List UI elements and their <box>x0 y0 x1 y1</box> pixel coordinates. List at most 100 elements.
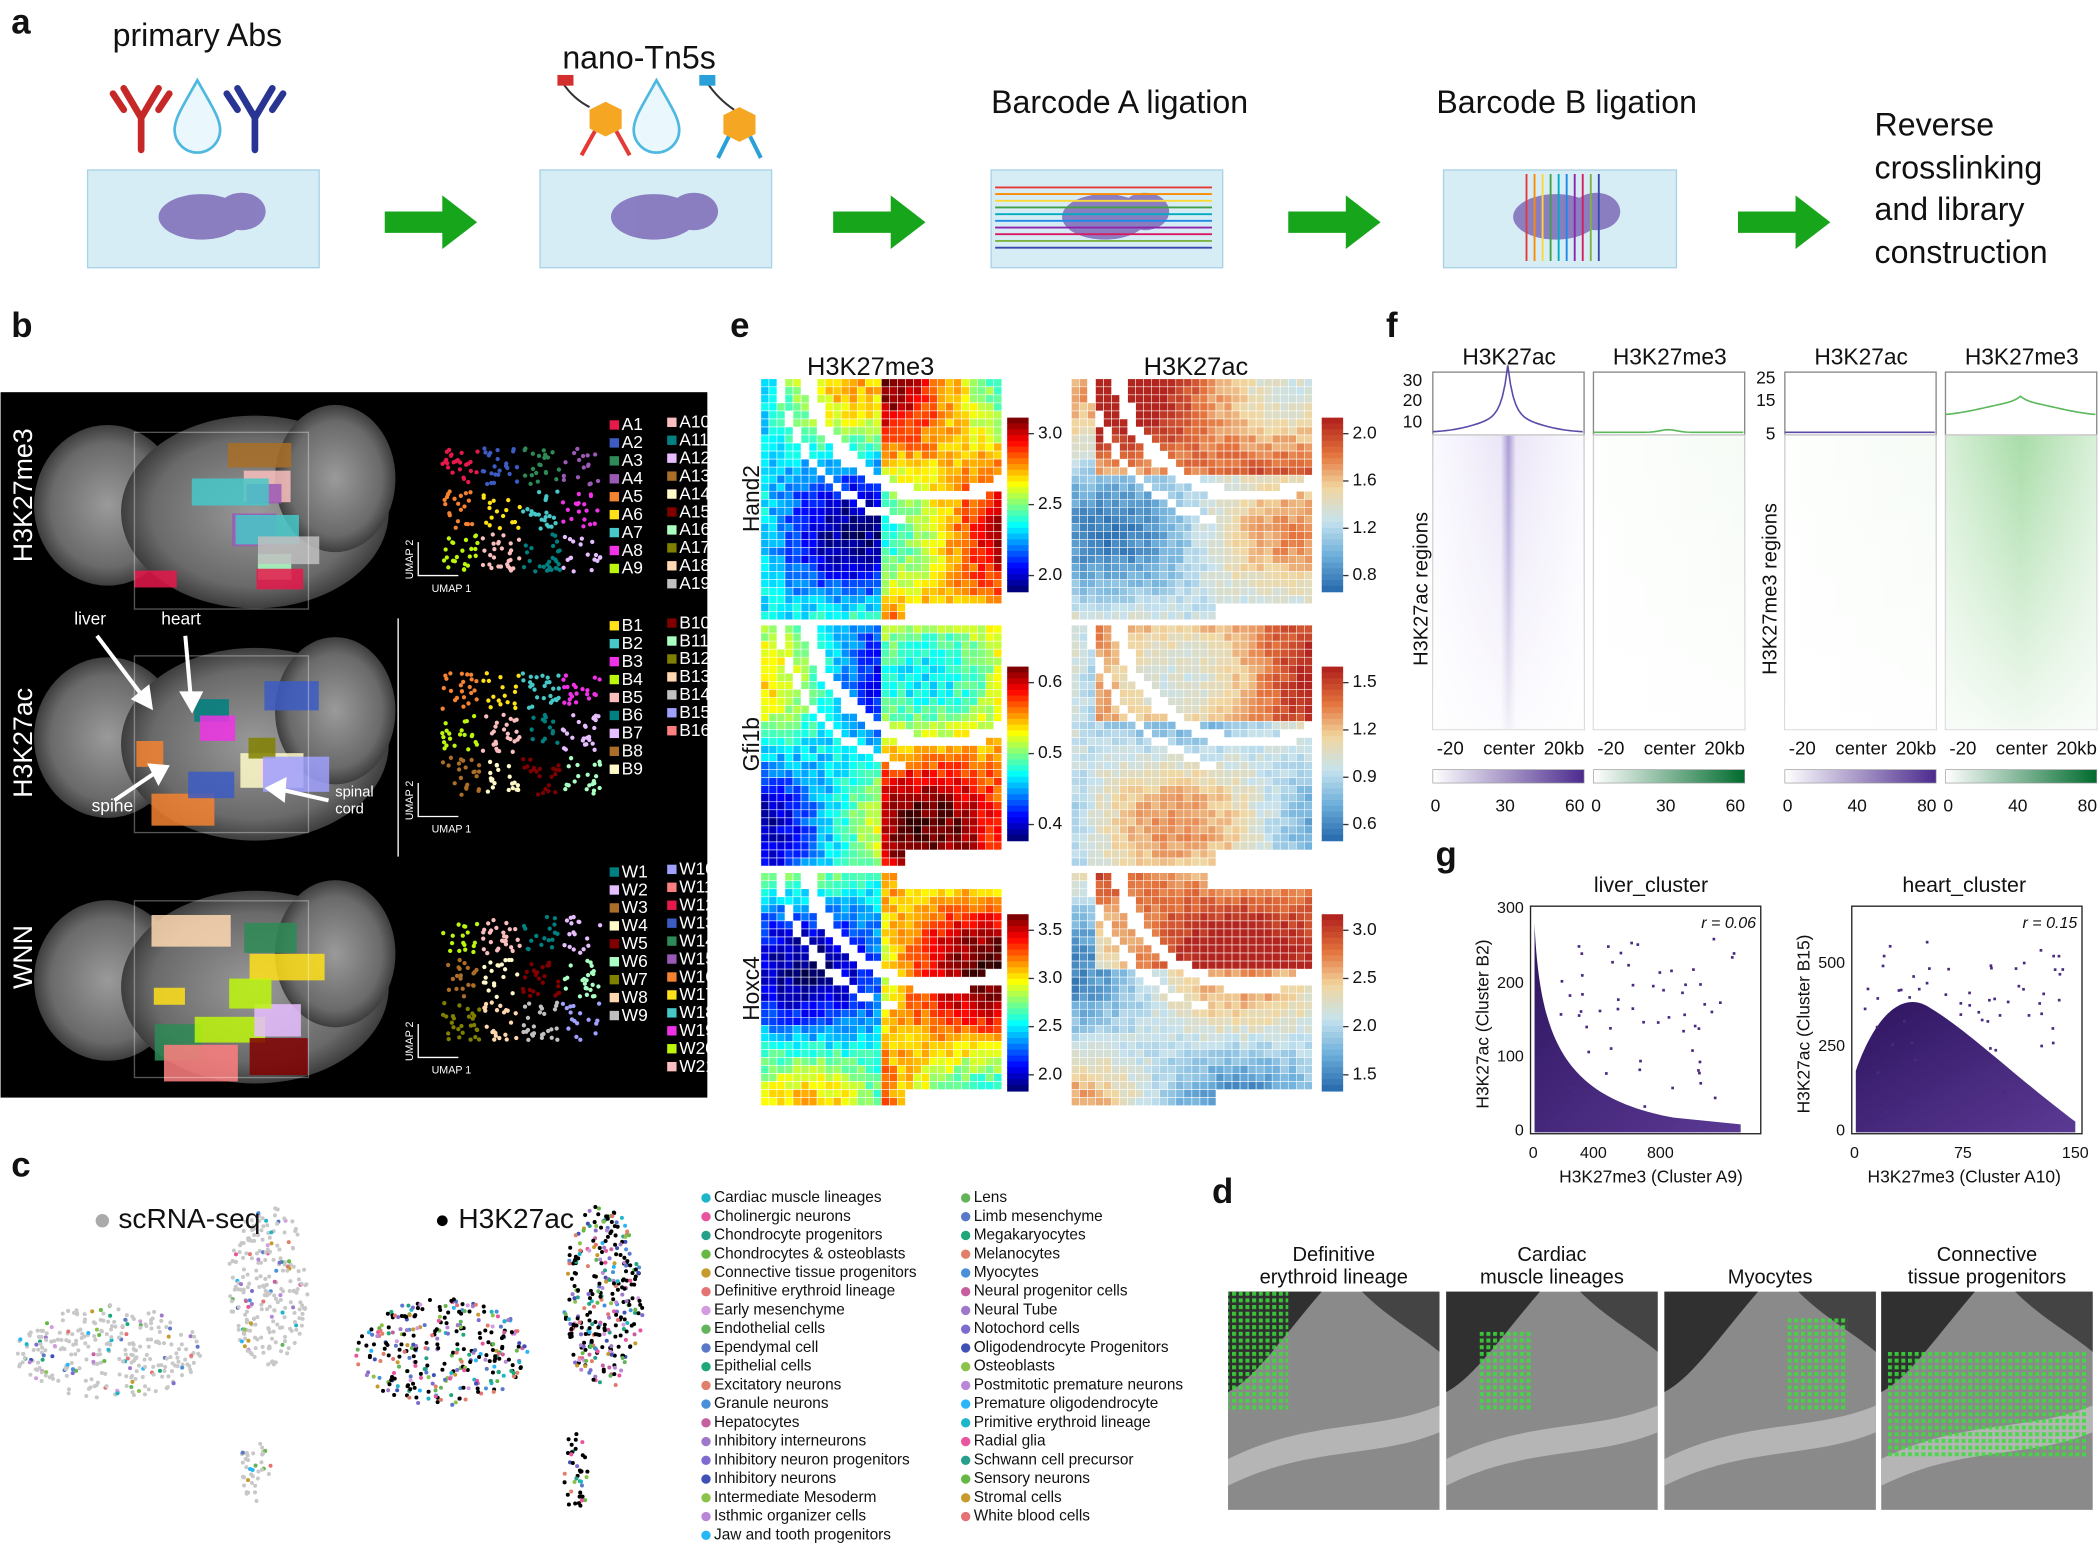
umap-dot <box>482 964 487 970</box>
map-cell <box>881 825 890 835</box>
map-cell <box>792 801 802 811</box>
map-cell <box>808 841 818 851</box>
map-cell <box>784 689 794 698</box>
map-cell <box>937 507 946 516</box>
umap-dot <box>43 1348 48 1353</box>
map-cell <box>832 418 842 428</box>
map-cell <box>961 474 970 484</box>
map-cell <box>1199 587 1209 596</box>
map-cell <box>1111 402 1120 412</box>
map-cell <box>1079 426 1088 436</box>
map-cell <box>1239 705 1249 714</box>
umap-dot <box>526 1001 532 1006</box>
map-cell <box>921 624 930 634</box>
map-cell <box>824 523 834 532</box>
map-cell <box>1199 705 1209 714</box>
map-cell <box>784 624 794 634</box>
map-cell <box>800 825 810 835</box>
colorbar-step <box>1007 736 1029 743</box>
map-cell <box>873 450 882 460</box>
umap-dot <box>490 1370 495 1375</box>
map-cell <box>1111 664 1120 674</box>
map-cell <box>840 681 850 690</box>
umap-dot <box>39 1334 44 1339</box>
umap-dot <box>153 1389 158 1394</box>
map-cell <box>1191 697 1201 706</box>
map-cell <box>993 785 1003 795</box>
umap-dot <box>596 1212 601 1217</box>
umap-dot <box>295 1287 300 1292</box>
map-cell <box>776 785 786 795</box>
map-cell <box>1223 624 1233 634</box>
map-cell <box>945 833 954 843</box>
map-cell <box>1231 705 1241 714</box>
umap-dot <box>567 944 572 950</box>
map-cell <box>1199 579 1209 588</box>
map-cell <box>945 721 954 730</box>
map-cell <box>1231 410 1241 420</box>
umap-dot <box>597 1380 602 1385</box>
map-cell <box>760 531 770 540</box>
map-cell <box>953 648 962 658</box>
map-cell <box>961 656 970 666</box>
map-cell <box>1215 705 1225 714</box>
umap-dot <box>518 1366 523 1371</box>
map-cell <box>1143 507 1152 516</box>
colorbar-step <box>1007 753 1029 761</box>
umap-dot <box>504 934 509 939</box>
map-cell <box>1296 579 1305 588</box>
map-cell <box>889 402 898 412</box>
map-cell <box>929 434 938 444</box>
map-cell <box>1103 721 1112 730</box>
map-cell <box>953 713 962 722</box>
map-cell <box>768 777 778 786</box>
umap-dot <box>494 509 500 514</box>
map-cell <box>1135 531 1144 540</box>
map-cell <box>1079 603 1088 612</box>
map-cell <box>1135 587 1144 596</box>
umap-dot <box>508 716 513 722</box>
map-cell <box>905 673 914 682</box>
umap-dot <box>510 785 515 791</box>
map-cell <box>768 571 778 580</box>
umap-dot <box>522 1344 527 1349</box>
map-cell <box>824 386 834 396</box>
map-cell <box>832 849 842 859</box>
map-cell <box>1191 386 1201 396</box>
map-cell <box>1263 378 1273 388</box>
map-cell <box>1223 466 1233 476</box>
map-cell <box>961 681 970 690</box>
map-cell <box>937 640 946 650</box>
map-cell <box>937 761 946 770</box>
map-cell <box>1287 515 1297 524</box>
umap-dot <box>415 1306 420 1311</box>
map-cell <box>873 785 882 795</box>
map-cell <box>1071 531 1080 540</box>
umap-dot <box>436 1346 441 1351</box>
map-cell <box>873 809 882 819</box>
map-cell <box>969 809 978 819</box>
umap-dot <box>138 1344 143 1349</box>
map-cell <box>937 402 946 412</box>
map-cell <box>792 450 802 460</box>
map-cell <box>1287 458 1297 468</box>
map-cell <box>1183 579 1193 588</box>
map-cell <box>800 857 810 867</box>
map-cell <box>961 402 970 412</box>
map-cell <box>848 713 858 722</box>
umap-dot <box>187 1363 192 1368</box>
map-cell <box>1095 681 1104 690</box>
map-cell <box>768 434 778 444</box>
map-cell <box>848 624 858 634</box>
umap-dot <box>504 722 509 727</box>
map-cell <box>993 697 1003 706</box>
umap-dot <box>535 991 541 997</box>
umap-dot <box>623 1223 628 1228</box>
map-cell <box>1255 705 1265 714</box>
map-cell <box>905 632 914 642</box>
map-cell <box>1103 394 1112 404</box>
map-cell <box>1159 394 1169 404</box>
map-cell <box>856 793 866 803</box>
map-cell <box>776 442 786 452</box>
map-cell <box>784 640 794 650</box>
